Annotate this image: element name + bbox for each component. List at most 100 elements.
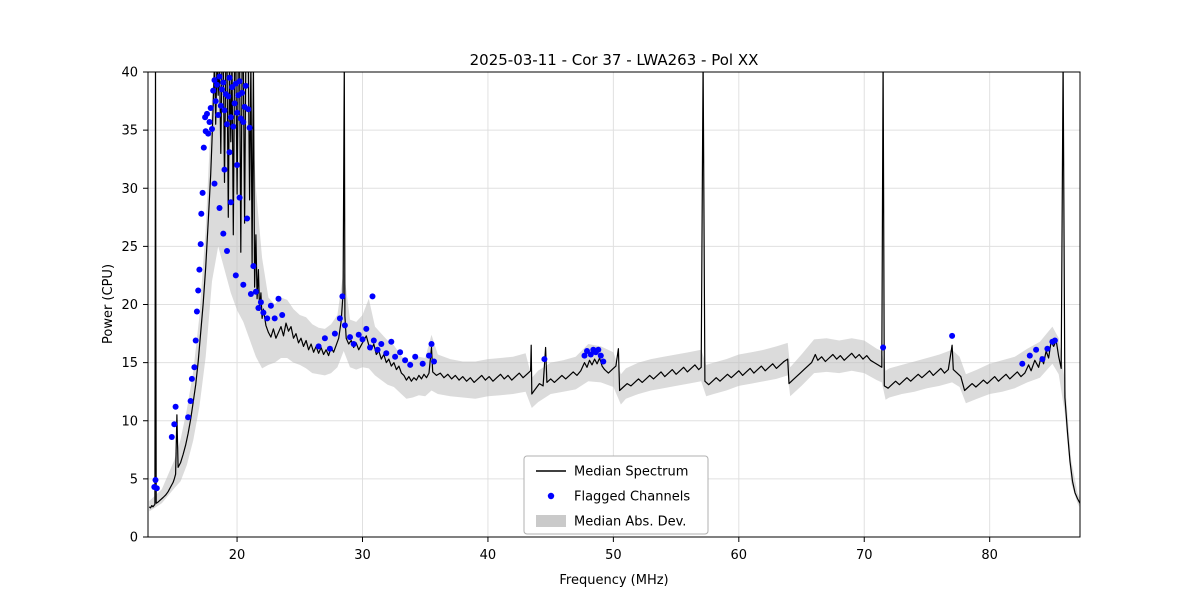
flagged-channel-point [257,299,264,306]
flagged-channel-point [339,293,346,300]
x-tick-label: 70 [856,548,873,563]
flagged-channel-point [226,149,233,156]
flagged-channel-point [374,346,381,353]
y-tick-label: 35 [121,124,138,139]
flagged-channel-point [321,335,328,342]
flagged-channel-point [341,322,348,329]
flagged-channel-point [205,130,212,137]
flagged-channel-point [227,199,234,206]
legend-patch-sample [536,515,566,527]
flagged-channel-point [196,266,203,273]
flagged-channel-point [216,73,223,80]
flagged-channel-point [315,343,322,350]
flagged-channel-point [221,107,228,114]
flagged-channel-point [195,287,202,294]
flagged-channel-point [880,344,887,351]
flagged-channel-point [267,302,274,309]
flagged-channel-point [206,119,213,125]
flagged-channel-point [255,305,262,311]
y-tick-label: 20 [121,298,138,313]
flagged-channel-point [397,349,404,356]
flagged-channel-point [220,230,227,237]
flagged-channel-point [336,315,343,322]
x-tick-label: 80 [981,548,998,563]
flagged-channel-point [600,358,607,365]
flagged-channel-point [407,361,414,368]
legend-marker-sample [547,492,555,500]
flagged-channel-point [584,348,590,354]
flagged-channel-point [198,210,205,217]
flagged-channel-point [595,346,602,353]
flagged-channel-point [191,364,198,371]
x-tick-label: 50 [605,548,622,563]
flagged-channel-point [172,403,179,410]
flagged-channel-point [260,309,267,316]
y-tick-label: 0 [130,531,138,546]
flagged-channel-point [275,295,282,302]
y-tick-label: 5 [130,472,138,487]
flagged-channel-point [199,189,206,196]
legend-entry-label: Flagged Channels [574,490,690,505]
flagged-channel-point [1019,360,1026,367]
flagged-channel-point [412,353,419,360]
flagged-channel-point [214,81,220,88]
flagged-channel-point [193,308,200,315]
flagged-channel-point [153,485,160,492]
flagged-channel-point [210,87,217,94]
flagged-channel-point [388,338,395,345]
x-axis-label: Frequency (MHz) [559,573,668,588]
flagged-channel-point [1051,337,1058,344]
y-tick-label: 10 [121,414,138,429]
flagged-channel-point [209,126,215,132]
flagged-channel-point [367,344,373,351]
flagged-channel-point [152,477,159,483]
flagged-channel-point [247,291,254,297]
y-tick-label: 30 [121,182,138,197]
flagged-channel-point [264,315,271,322]
axes: 20 30 40 50 60 70 80 0 5 10 15 20 25 30 35 40 [121,66,1081,563]
flagged-channel-point [252,288,259,295]
x-tick-label: 60 [731,548,748,563]
flagged-channel-point [215,112,222,118]
flagged-channel-point [217,102,224,109]
flagged-channel-point [231,100,238,107]
flagged-channel-point [242,82,249,89]
flagged-channel-point [211,77,218,84]
flagged-channel-point [234,109,241,116]
flagged-channel-point [426,352,432,359]
flagged-channel-point [211,180,218,187]
flagged-channel-point [227,114,234,121]
flagged-channel-point [581,352,588,359]
flagged-channel-point [587,351,594,358]
flagged-channel-point [188,375,195,382]
flagged-channel-point [431,358,437,365]
mad-band [149,72,1080,512]
flagged-channel-point [204,110,210,117]
flagged-channel-point [207,105,214,111]
legend-box [523,455,709,535]
flagged-channel-point [355,331,362,338]
chart-title: 2025-03-11 - Cor 37 - LWA263 - Pol XX [470,51,759,69]
flagged-channel-point [541,356,548,363]
flagged-channel-point [370,337,377,344]
flagged-channel-point [234,162,241,168]
flagged-channel-point [187,398,194,404]
flagged-channel-point [197,241,204,248]
flagged-channel-point [219,86,225,93]
flagged-channel-point [236,78,243,85]
flagged-channel-point [245,106,252,113]
y-tick-label: 40 [121,66,138,81]
flagged-channel-point [200,144,207,151]
flagged-channel-point [347,334,353,341]
flagged-channel-point [240,281,247,288]
flagged-channel-point [378,341,385,347]
flagged-channel-point [221,166,228,173]
flagged-channel-point [419,360,426,367]
flagged-channel-point [224,121,230,128]
flagged-channel-point [250,263,257,270]
flagged-channel-point [236,194,243,201]
flagged-channel-point [350,341,357,347]
flagged-channel-point [271,315,278,322]
